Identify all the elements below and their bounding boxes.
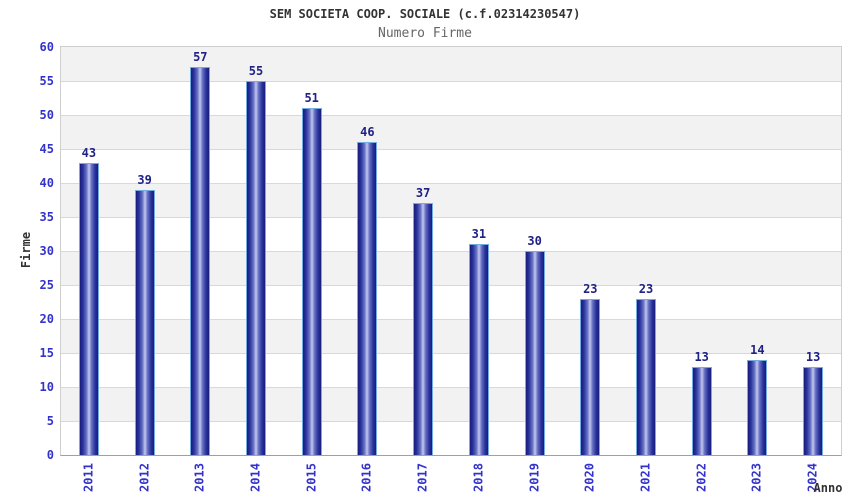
y-tick-label: 55 [39, 74, 54, 88]
bar [357, 142, 378, 455]
y-tick-label: 45 [39, 142, 54, 156]
bar-value-label: 51 [304, 91, 319, 105]
grid-line [61, 217, 841, 218]
y-tick-label: 0 [46, 448, 54, 462]
x-tick-label: 2018 [471, 463, 486, 492]
x-tick-label: 2023 [749, 463, 764, 492]
bar-value-label: 43 [81, 146, 97, 160]
chart-subtitle: Numero Firme [378, 26, 472, 41]
bar [580, 299, 601, 455]
grid-band [61, 285, 841, 319]
bar-value-label: 37 [415, 186, 431, 200]
grid-band [61, 217, 841, 251]
x-tick-label: 2021 [638, 463, 653, 492]
chart-title: SEM SOCIETA COOP. SOCIALE (c.f.023142305… [269, 7, 581, 21]
bar-value-label: 23 [583, 282, 598, 296]
bar-value-label: 30 [527, 234, 542, 248]
x-tick-label: 2016 [359, 463, 374, 492]
bar-value-label: 14 [750, 343, 765, 357]
bar [468, 244, 489, 455]
grid-band [61, 149, 841, 183]
x-tick-label: 2017 [415, 463, 430, 492]
grid-line [61, 319, 841, 320]
bar-value-label: 31 [471, 227, 487, 241]
y-tick-label: 40 [39, 176, 54, 190]
grid-line [61, 115, 841, 116]
plot-inner: 43 39 57 55 51 46 37 31 30 23 23 13 14 13 [61, 47, 841, 455]
x-tick-label: 2012 [137, 463, 152, 492]
x-tick-label: 2022 [694, 463, 709, 492]
y-tick-label: 5 [46, 414, 54, 428]
grid-band [61, 319, 841, 353]
grid-line [61, 387, 841, 388]
bar-value-label: 13 [694, 350, 709, 364]
grid-line [61, 353, 841, 354]
grid-band [61, 353, 841, 387]
grid-line [61, 149, 841, 150]
y-tick-label: 10 [39, 380, 54, 394]
grid-band [61, 81, 841, 115]
y-tick-label: 35 [39, 210, 54, 224]
bar [190, 67, 211, 455]
y-tick-label: 20 [39, 312, 54, 326]
grid-band [61, 47, 841, 81]
grid-line [61, 81, 841, 82]
bar [524, 251, 545, 455]
grid-band [61, 251, 841, 285]
grid-band [61, 421, 841, 455]
grid-line [61, 183, 841, 184]
x-tick-label: 2020 [582, 463, 597, 492]
bar [246, 81, 266, 455]
y-axis-label: Firme [19, 231, 33, 269]
y-tick-label: 50 [39, 108, 54, 122]
x-tick-label: 2015 [304, 463, 319, 492]
bar [78, 163, 99, 455]
bar [803, 367, 824, 455]
bar [134, 190, 155, 455]
bar [636, 299, 656, 455]
grid-line [61, 421, 841, 422]
grid-band [61, 183, 841, 217]
grid-line [61, 251, 841, 252]
bar [747, 360, 768, 455]
x-tick-label: 2013 [192, 463, 207, 492]
x-axis-label: Anno [813, 481, 843, 495]
y-tick-label: 25 [39, 278, 54, 292]
grid-band [61, 387, 841, 421]
x-tick-label: 2019 [527, 463, 542, 492]
y-tick-label: 15 [39, 346, 54, 360]
bar-value-label: 46 [360, 125, 375, 139]
bar-value-label: 57 [193, 50, 208, 64]
bar [301, 108, 322, 455]
bar [691, 367, 712, 455]
plot-area: 43 39 57 55 51 46 37 31 30 23 23 13 14 13 [60, 46, 842, 456]
bar-value-label: 13 [805, 350, 821, 364]
x-tick-label: 2011 [81, 463, 96, 492]
y-tick-label: 30 [39, 244, 54, 258]
x-tick-label: 2014 [248, 463, 263, 492]
bar [413, 203, 434, 455]
grid-band [61, 115, 841, 149]
bar-value-label: 23 [638, 282, 654, 296]
grid-line [61, 285, 841, 286]
y-tick-label: 60 [39, 40, 54, 54]
bar-value-label: 39 [137, 173, 152, 187]
bar-value-label: 55 [248, 64, 264, 78]
